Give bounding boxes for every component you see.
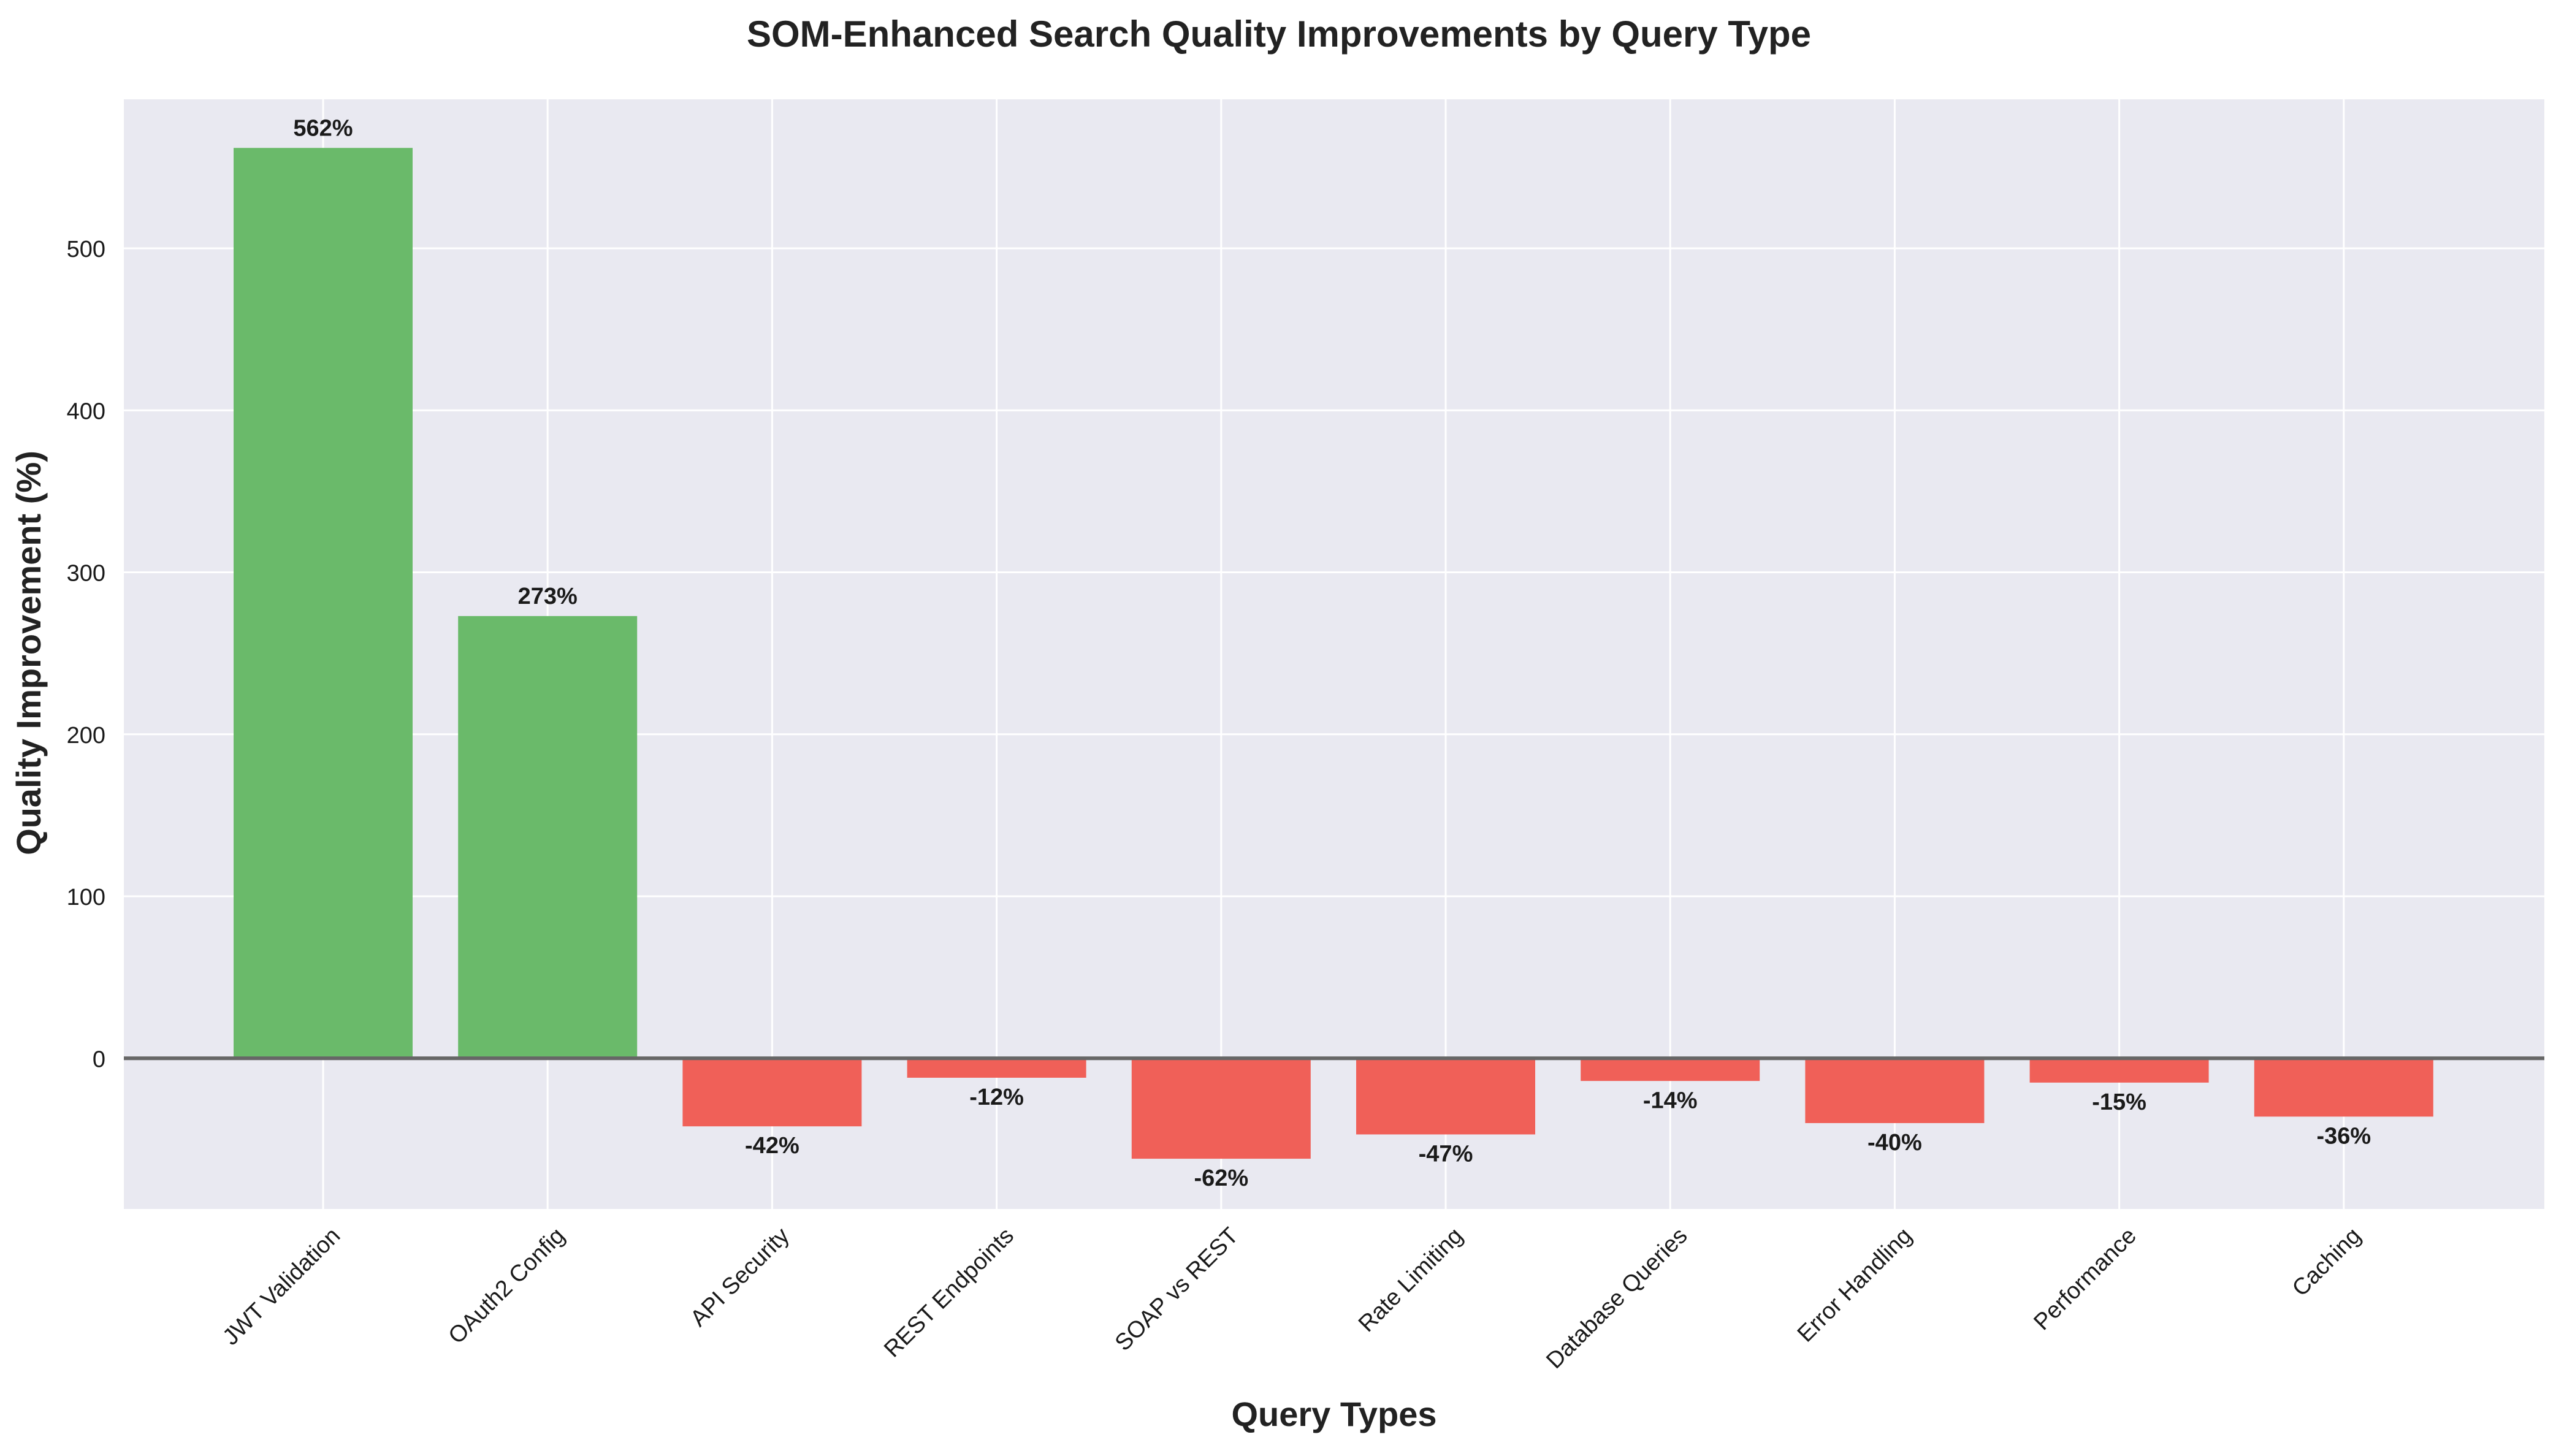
bar bbox=[2254, 1058, 2433, 1117]
bar-value-label: -15% bbox=[2092, 1089, 2146, 1115]
bar-value-label: -14% bbox=[1643, 1088, 1698, 1113]
bar-value-label: -42% bbox=[745, 1133, 799, 1159]
x-axis-title: Query Types bbox=[1231, 1395, 1436, 1433]
bar bbox=[2029, 1058, 2209, 1083]
bar-value-label: -62% bbox=[1194, 1165, 1248, 1191]
bar-value-label: -12% bbox=[969, 1084, 1024, 1110]
y-axis-title: Quality Improvement (%) bbox=[9, 451, 48, 855]
y-axis-ticks: 0 100 200 300 400 500 bbox=[67, 237, 105, 1072]
chart-title: SOM-Enhanced Search Quality Improvements… bbox=[747, 13, 1811, 55]
bar-value-label: 562% bbox=[293, 115, 353, 141]
y-tick-label: 300 bbox=[67, 561, 105, 587]
bar bbox=[458, 616, 638, 1059]
y-tick-label: 200 bbox=[67, 723, 105, 749]
bar bbox=[1805, 1058, 1985, 1123]
bar bbox=[234, 148, 413, 1059]
bar bbox=[1356, 1058, 1535, 1135]
y-tick-label: 500 bbox=[67, 237, 105, 262]
bar bbox=[1581, 1058, 1760, 1081]
bar-value-label: -47% bbox=[1419, 1141, 1473, 1167]
bar bbox=[1131, 1058, 1311, 1159]
bar-value-label: -36% bbox=[2316, 1123, 2371, 1149]
bars bbox=[234, 148, 2433, 1159]
bar bbox=[682, 1058, 862, 1127]
bar bbox=[907, 1058, 1086, 1078]
y-tick-label: 400 bbox=[67, 398, 105, 424]
y-tick-label: 100 bbox=[67, 885, 105, 910]
bar-value-label: -40% bbox=[1867, 1130, 1922, 1156]
bar-value-label: 273% bbox=[518, 584, 578, 609]
y-tick-label: 0 bbox=[93, 1046, 105, 1072]
bar-value-labels: 562% 273% -42% -12% -62% -47% -14% -40% -15% -36% bbox=[293, 115, 2371, 1191]
